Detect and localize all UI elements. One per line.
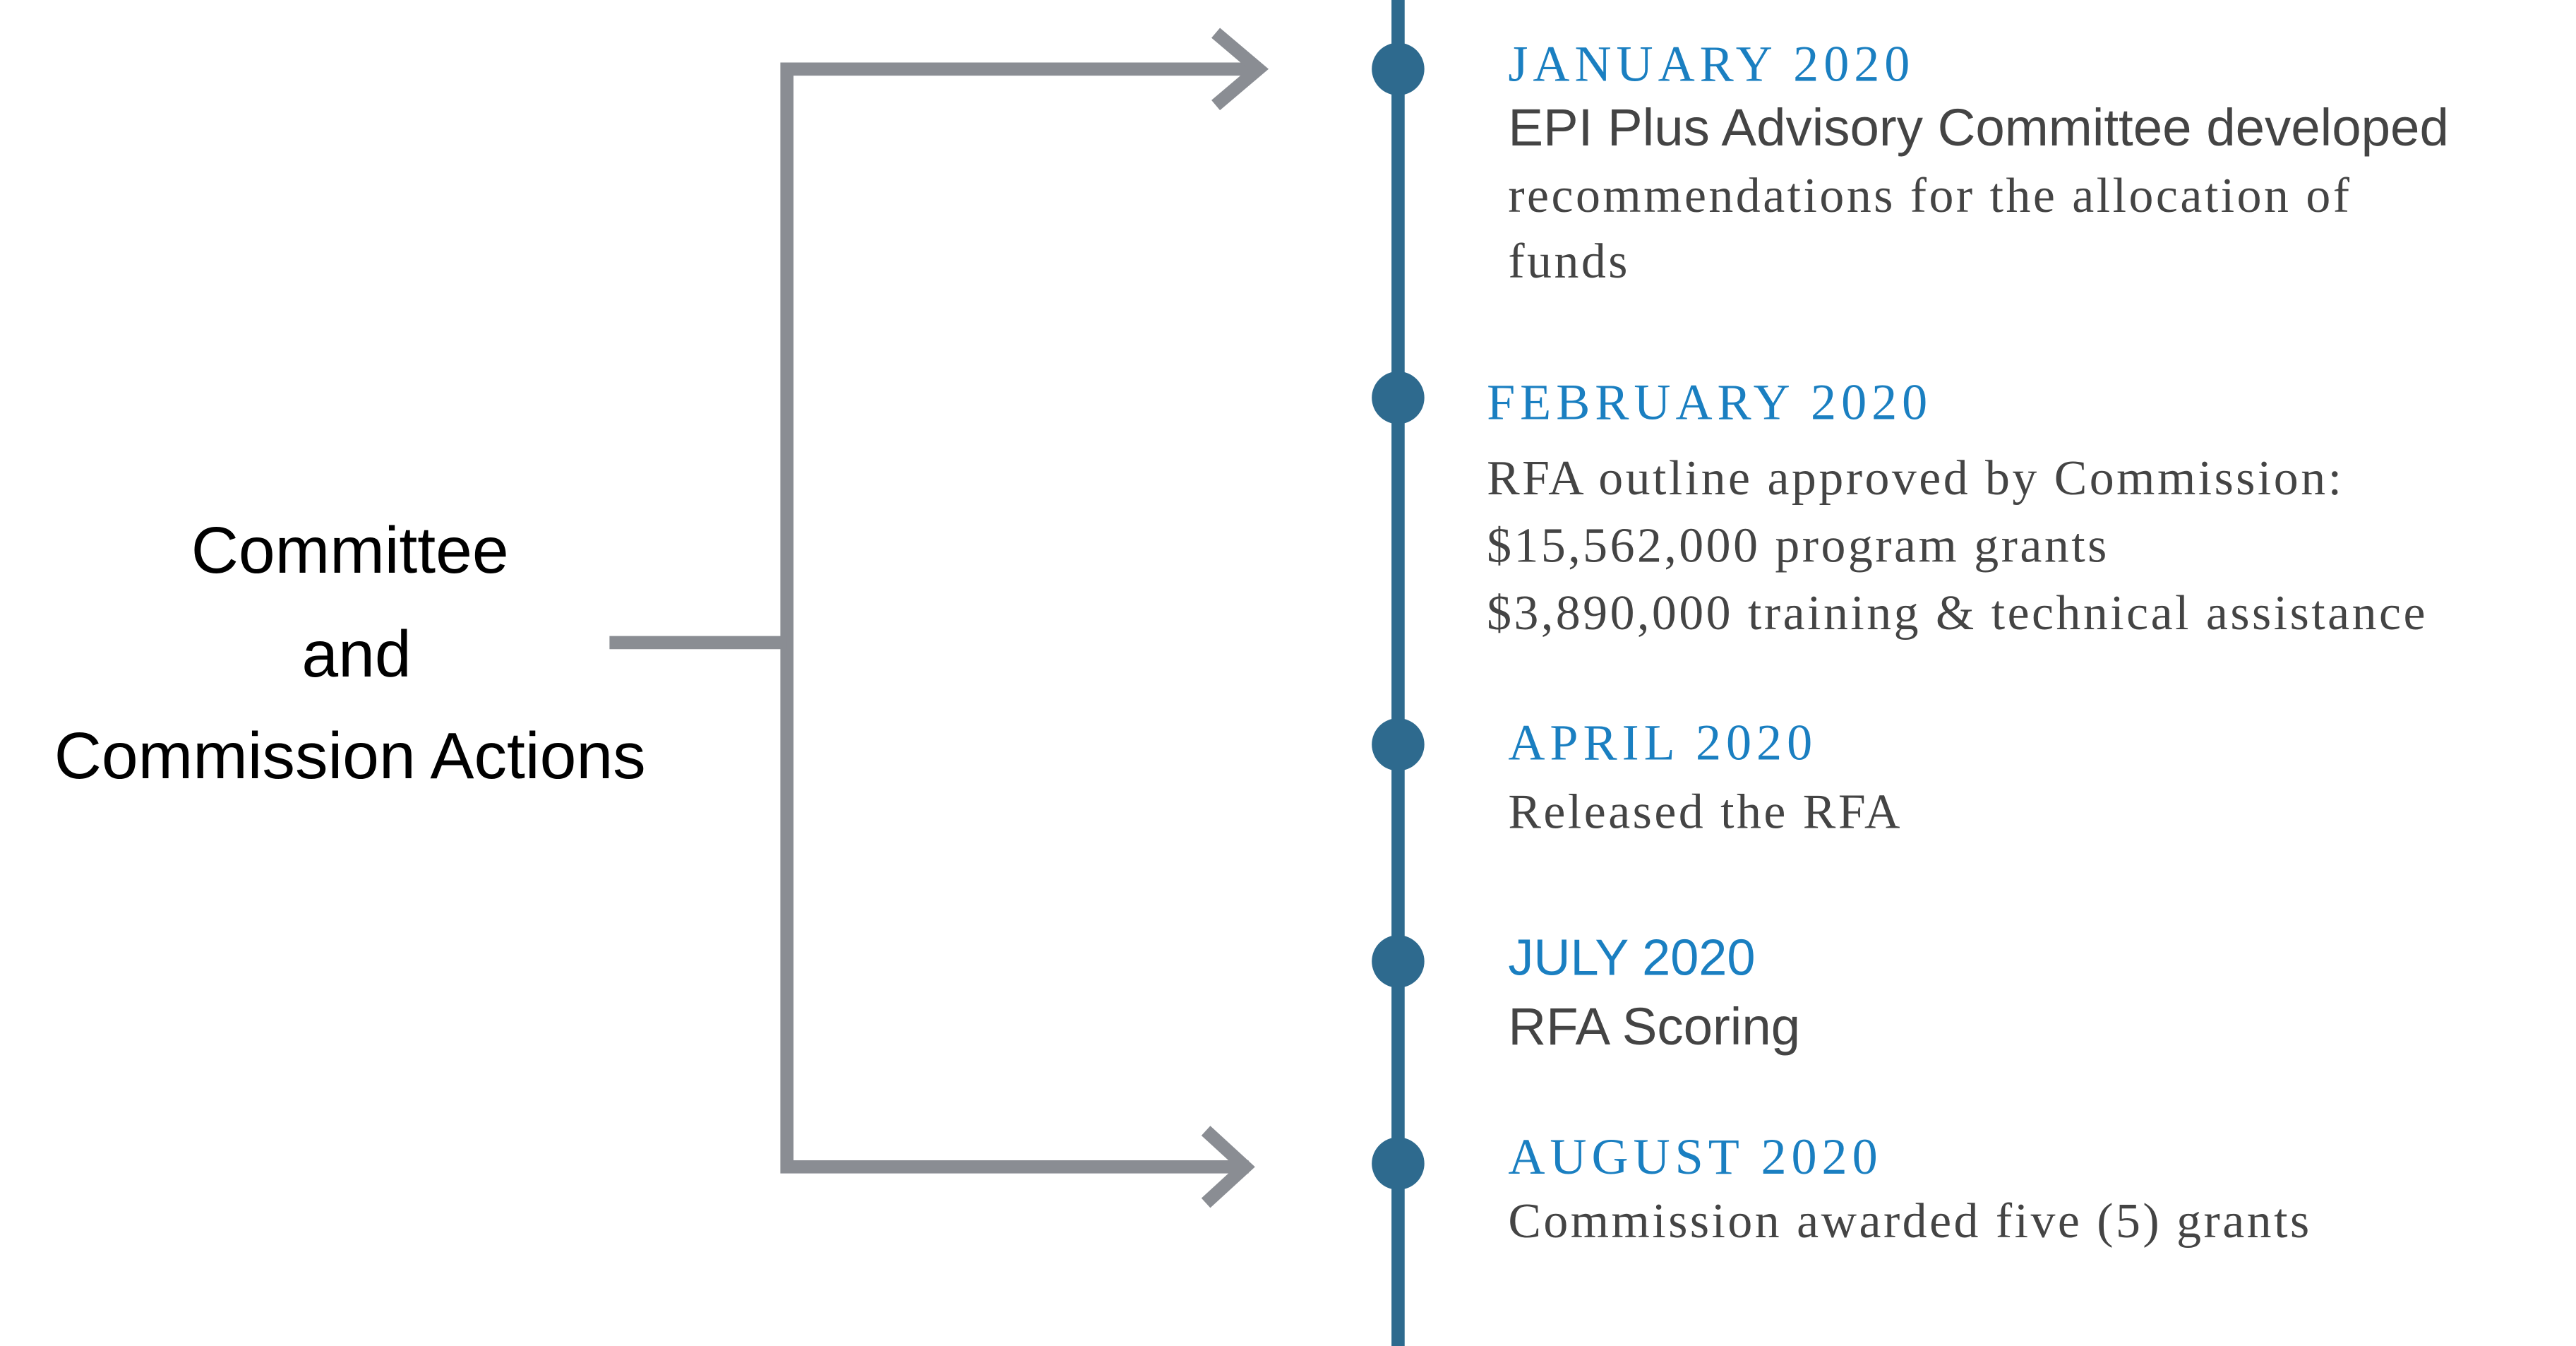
label-line: and xyxy=(301,617,411,691)
event-date: JULY 2020 xyxy=(1508,929,1755,986)
event-text: recommendations for the allocation of xyxy=(1508,169,2352,223)
bracket-line xyxy=(780,62,1257,1174)
event-text: Commission awarded five (5) grants xyxy=(1508,1194,2311,1249)
label-line: Commission Actions xyxy=(54,719,646,792)
timeline-dot xyxy=(1372,42,1425,96)
event-text: $15,562,000 program grants xyxy=(1487,519,2109,573)
timeline-dot xyxy=(1372,935,1425,988)
event-date: FEBRUARY 2020 xyxy=(1487,374,1932,431)
timeline-dot xyxy=(1372,717,1425,771)
arrow-head xyxy=(1201,1126,1255,1208)
event-text: RFA outline approved by Commission: xyxy=(1487,451,2344,506)
event-text: funds xyxy=(1508,234,1630,289)
bracket xyxy=(609,28,1269,1208)
timeline-dot xyxy=(1372,1137,1425,1190)
arrow-head xyxy=(1211,28,1269,111)
event-text: RFA Scoring xyxy=(1508,997,1800,1056)
label-line: Committee xyxy=(191,513,509,587)
event-date: JANUARY 2020 xyxy=(1508,35,1915,92)
timeline-dot xyxy=(1372,371,1425,424)
event-date: AUGUST 2020 xyxy=(1508,1128,1882,1185)
event-date: APRIL 2020 xyxy=(1508,714,1817,770)
event-text: Released the RFA xyxy=(1508,785,1903,840)
event-text: $3,890,000 training & technical assistan… xyxy=(1487,586,2428,641)
event-text: EPI Plus Advisory Committee developed xyxy=(1508,98,2449,157)
